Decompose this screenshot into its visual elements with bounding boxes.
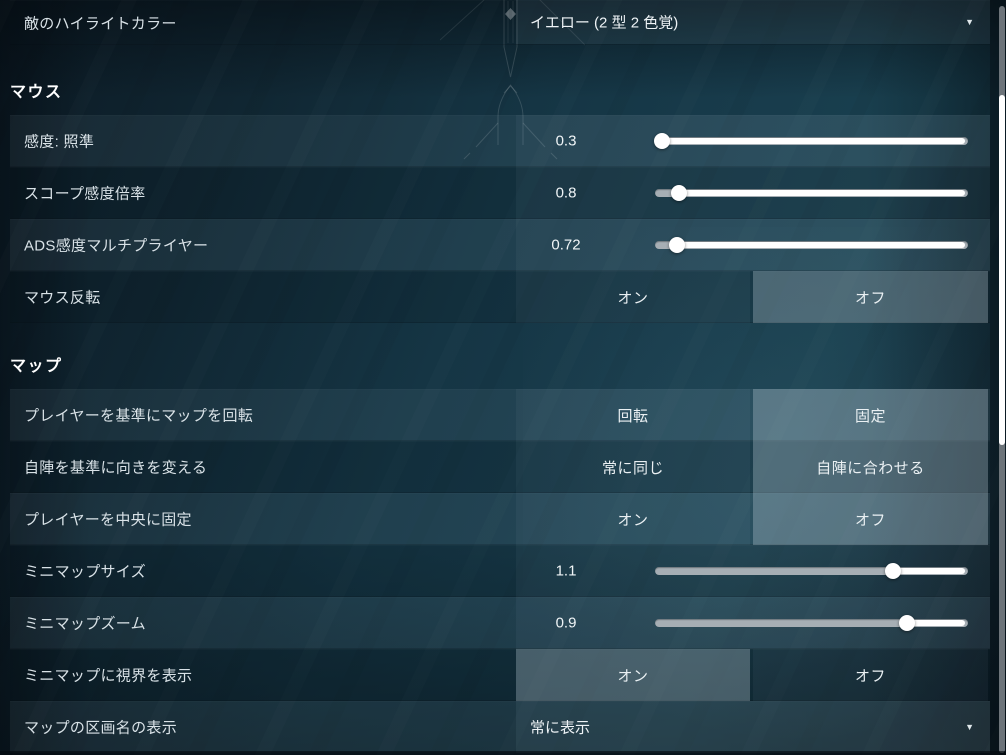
slider-knob[interactable] [884, 563, 901, 579]
slider-fill [906, 620, 965, 626]
setting-row: 敵のハイライトカラー イエロー (2 型 2 色覚) ▼ [10, 0, 990, 45]
toggle-option-button[interactable]: オフ [753, 271, 988, 323]
background-dart-art [440, 0, 585, 160]
section-title: マップ [10, 358, 63, 375]
setting-row: ミニマップに視界を表示 オン オフ [10, 649, 990, 701]
scrollbar-thumb[interactable] [999, 95, 1005, 445]
setting-label: ミニマップズーム [24, 615, 146, 633]
slider-fill [676, 242, 965, 248]
setting-value: 0.72 [551, 236, 581, 254]
setting-label: 感度: 照準 [24, 133, 95, 151]
toggle-option-button[interactable]: 固定 [753, 389, 988, 441]
background-glow [523, 226, 1006, 755]
setting-row: 感度: 照準 0.3 [10, 115, 990, 167]
slider-knob[interactable] [668, 237, 685, 253]
dropdown-select[interactable]: イエロー (2 型 2 色覚) ▼ [516, 0, 990, 44]
setting-row: プレイヤーを基準にマップを回転 回転 固定 [10, 389, 990, 441]
setting-row: マウス反転 オン オフ [10, 271, 990, 323]
bottom-edge [0, 751, 1006, 755]
chevron-down-icon: ▼ [965, 17, 974, 27]
setting-label: ミニマップサイズ [24, 563, 146, 581]
chevron-down-icon: ▼ [965, 722, 974, 732]
setting-label: マップの区画名の表示 [24, 719, 178, 737]
slider[interactable] [655, 615, 968, 631]
setting-row: プレイヤーを中央に固定 オン オフ [10, 493, 990, 545]
slider-cell: 0.9 [516, 597, 990, 649]
slider-fill [679, 190, 965, 196]
setting-value: 1.1 [555, 562, 577, 580]
section-title: マウス [10, 84, 63, 101]
toggle-option-button[interactable]: オン [516, 649, 750, 701]
toggle-option-button[interactable]: オフ [753, 649, 988, 701]
setting-row: ミニマップサイズ 1.1 [10, 545, 990, 597]
slider-fill [662, 138, 965, 144]
slider-cell: 0.8 [516, 167, 990, 219]
setting-label: プレイヤーを中央に固定 [24, 511, 192, 529]
slider-fill [892, 568, 965, 574]
setting-row: ミニマップズーム 0.9 [10, 597, 990, 649]
slider-knob[interactable] [898, 615, 915, 631]
setting-value: 0.8 [555, 184, 577, 202]
slider[interactable] [655, 237, 968, 253]
setting-label: 敵のハイライトカラー [24, 15, 177, 32]
slider[interactable] [654, 133, 968, 149]
toggle-option-button[interactable]: 回転 [516, 389, 750, 441]
toggle-option-button[interactable]: オン [516, 493, 750, 545]
setting-row: 自陣を基準に向きを変える 常に同じ 自陣に合わせる [10, 441, 990, 493]
slider-cell: 0.3 [516, 115, 990, 167]
setting-row: マップの区画名の表示 常に表示 ▼ [10, 701, 990, 753]
toggle-option-button[interactable]: オン [516, 271, 750, 323]
setting-label: プレイヤーを基準にマップを回転 [24, 407, 254, 425]
setting-label: スコープ感度倍率 [24, 185, 146, 203]
setting-label: ミニマップに視界を表示 [24, 667, 193, 685]
setting-row: スコープ感度倍率 0.8 [10, 167, 990, 219]
toggle-option-button[interactable]: 自陣に合わせる [753, 441, 988, 493]
slider-knob[interactable] [654, 133, 671, 149]
slider[interactable] [655, 563, 968, 579]
dropdown-value: イエロー (2 型 2 色覚) [530, 14, 679, 32]
setting-value: 0.9 [555, 614, 577, 632]
dropdown-select[interactable]: 常に表示 ▼ [516, 701, 990, 753]
slider[interactable] [655, 185, 968, 201]
setting-label: 自陣を基準に向きを変える [24, 459, 208, 477]
dropdown-value: 常に表示 [530, 719, 591, 737]
settings-list: 敵のハイライトカラー イエロー (2 型 2 色覚) ▼ マウス感度: 照準 0.… [10, 0, 990, 755]
setting-label: マウス反転 [24, 289, 101, 307]
toggle-option-button[interactable]: オフ [753, 493, 988, 545]
setting-row: ADS感度マルチプライヤー 0.72 [10, 219, 990, 271]
slider-cell: 0.72 [516, 219, 990, 271]
slider-knob[interactable] [671, 185, 688, 201]
toggle-option-button[interactable]: 常に同じ [516, 441, 750, 493]
setting-value: 0.3 [555, 132, 577, 150]
setting-label: ADS感度マルチプライヤー [24, 237, 209, 255]
slider-cell: 1.1 [516, 545, 990, 597]
